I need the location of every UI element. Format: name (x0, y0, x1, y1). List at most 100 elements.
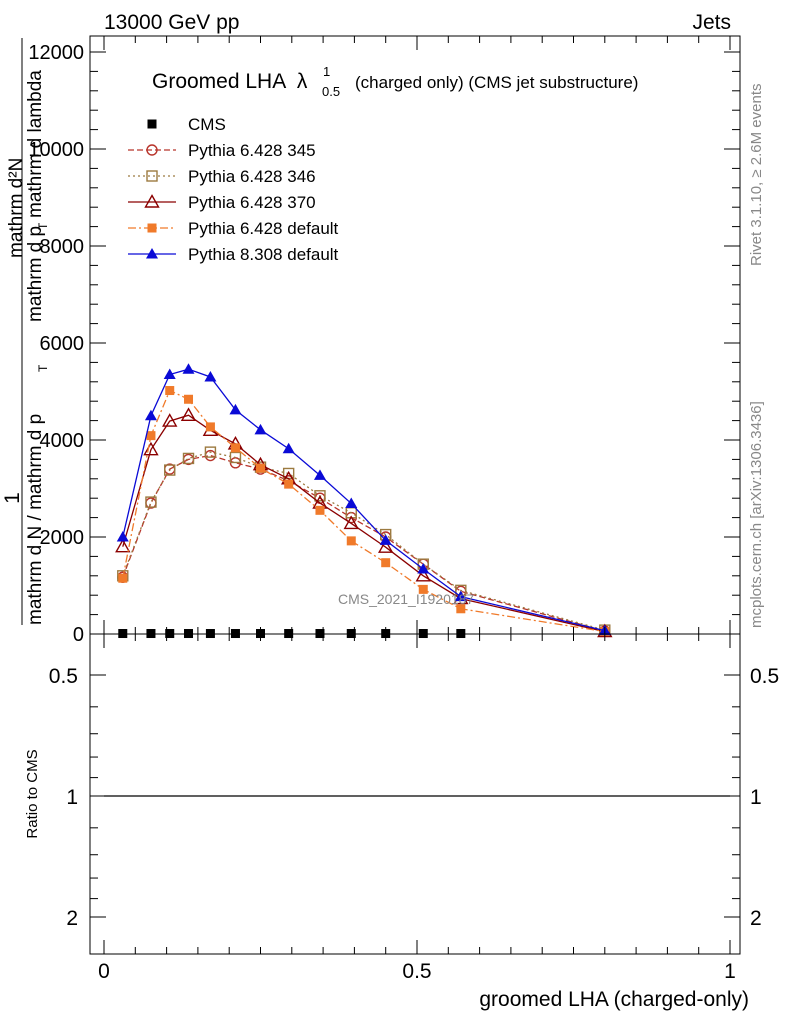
y-tick-label: 6000 (40, 333, 85, 355)
legend-entry: Pythia 6.428 346 (128, 167, 316, 186)
data-point (205, 422, 215, 432)
data-point (144, 409, 157, 421)
ratio-y-tick-label: 2 (66, 907, 78, 930)
y-tick-label: 0 (73, 624, 84, 646)
data-point (204, 370, 217, 382)
data-point (182, 363, 195, 374)
series-2 (117, 446, 611, 636)
data-point (229, 451, 242, 464)
data-point (230, 443, 240, 453)
data-point (180, 407, 197, 421)
data-point (182, 452, 195, 465)
legend-entry: CMS (147, 115, 226, 134)
data-point (313, 469, 326, 480)
data-point (456, 604, 466, 614)
data-point (115, 538, 131, 553)
y-tick-label: 4000 (40, 430, 85, 452)
legend-marker (146, 170, 158, 182)
series-line (122, 368, 605, 632)
chart-title: Groomed LHA λ (152, 70, 308, 93)
legend-marker (144, 194, 160, 208)
data-point (184, 394, 194, 404)
chart-title-sub: 0.5 (322, 84, 340, 99)
legend-label: Pythia 8.308 default (188, 245, 339, 264)
x-tick-label: 0.5 (402, 960, 431, 983)
ylabel-outer-den-sub: T (36, 364, 50, 372)
data-point (417, 563, 430, 574)
data-point (204, 446, 217, 458)
data-point (284, 479, 294, 489)
data-point (343, 515, 359, 530)
ratio-y-tick-label: 1 (66, 786, 78, 809)
x-tick-label: 1 (724, 960, 736, 983)
data-point (165, 386, 175, 396)
data-point (418, 584, 428, 594)
chart-title-sup: 1 (323, 64, 330, 79)
ratio-y-tick-label: 0.5 (49, 665, 78, 688)
rivet-version-label: Rivet 3.1.10, ≥ 2.6M events (748, 84, 765, 267)
data-point (116, 531, 129, 542)
legend-marker (146, 248, 158, 259)
legend-entry: Pythia 6.428 default (128, 219, 339, 238)
ratio-y-tick-label-right: 0.5 (750, 665, 779, 688)
data-point (282, 442, 295, 454)
chart-title-rest: (charged only) (CMS jet substructure) (355, 73, 638, 92)
data-point (163, 368, 176, 380)
ylabel-frac-den-rest: mathrm d lambda (25, 70, 46, 218)
ratio-ylabel: Ratio to CMS (24, 749, 41, 838)
legend-label: Pythia 6.428 default (188, 219, 339, 238)
ratio-y-tick-label-right: 1 (750, 786, 762, 809)
legend-label: CMS (188, 115, 226, 134)
legend-marker (146, 144, 158, 156)
x-axis-label: groomed LHA (charged-only) (479, 988, 749, 1011)
data-point (345, 497, 358, 509)
series-line (122, 451, 605, 631)
data-point (314, 490, 326, 502)
data-point (381, 558, 391, 568)
ratio-axis-ticks: 0.5 0.5 1 1 2 2 0 0.5 1 (49, 634, 779, 983)
data-point (346, 536, 356, 546)
legend-marker (147, 223, 157, 233)
legend: CMS Pythia 6.428 345 Pythia 6.428 346 Pythi… (128, 115, 339, 264)
header-left: 13000 GeV pp (104, 11, 239, 34)
series-1 (117, 449, 611, 637)
legend-entry: Pythia 8.308 default (128, 245, 339, 264)
main-axis-ticks: 0 2000 4000 6000 8000 10000 12000 (28, 36, 740, 646)
ratio-y-tick-label-right: 2 (750, 907, 762, 930)
y-tick-label: 12000 (28, 42, 84, 64)
ylabel-one: 1 (1, 492, 24, 504)
x-tick-label: 0 (98, 960, 110, 983)
ratio-frame (89, 633, 741, 955)
legend-entry: Pythia 6.428 370 (128, 193, 316, 212)
chart-title-main: Groomed LHA (152, 70, 286, 93)
legend-label: Pythia 6.428 370 (188, 193, 316, 212)
ratio-panel: 0.5 0.5 1 1 2 2 0 0.5 1 (49, 633, 779, 983)
y-tick-label: 8000 (40, 236, 85, 258)
y-tick-label: 10000 (28, 139, 84, 161)
ylabel-frac-den-sub: T (36, 222, 50, 230)
series-4 (118, 386, 610, 637)
main-panel: 0 2000 4000 6000 8000 10000 12000 Groomed LHA … (28, 35, 741, 646)
data-point (378, 539, 394, 553)
data-point (256, 463, 265, 473)
legend-label: Pythia 6.428 346 (188, 167, 316, 186)
data-point (162, 413, 178, 427)
data-point (164, 464, 176, 476)
data-point (315, 505, 325, 515)
data-point (454, 590, 467, 602)
data-point (415, 567, 431, 582)
data-point (379, 534, 392, 545)
data-point (254, 423, 267, 435)
data-point (229, 403, 242, 415)
header-right: Jets (692, 11, 731, 34)
legend-marker (147, 119, 157, 129)
main-ylabel: 1 mathrm d N / mathrm d p T mathrm d²N m… (1, 38, 50, 625)
y-tick-label: 2000 (40, 527, 85, 549)
ylabel-frac-num: mathrm d²N (6, 158, 27, 258)
chart-title-symbol: λ (297, 70, 308, 93)
series-5 (116, 363, 611, 636)
legend-entry: Pythia 6.428 345 (128, 141, 316, 160)
analysis-watermark: CMS_2021_I1920187 (338, 591, 474, 607)
data-point (146, 431, 156, 441)
